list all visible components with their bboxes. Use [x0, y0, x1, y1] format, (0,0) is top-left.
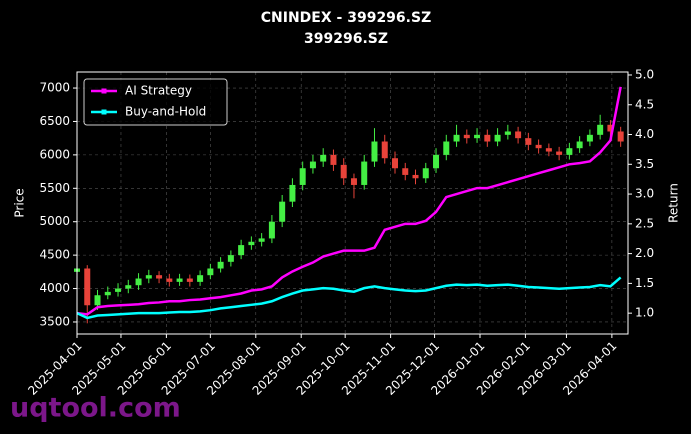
candle-body: [125, 285, 132, 289]
watermark: uqtool.com: [10, 393, 181, 424]
y-tick-label: 3500: [39, 314, 70, 328]
candle-body: [135, 278, 142, 286]
candle-body: [545, 148, 552, 152]
y2-tick-label: 2.5: [635, 216, 654, 230]
candle-body: [309, 161, 316, 169]
candle-body: [463, 134, 470, 139]
y2-tick-label: 3.5: [635, 157, 654, 171]
legend-marker: [101, 109, 107, 115]
candle-body: [166, 278, 173, 282]
candle-body: [248, 241, 255, 246]
candle-body: [484, 134, 491, 142]
candle-body: [453, 134, 460, 142]
legend-marker: [101, 88, 107, 94]
candle-body: [350, 178, 357, 185]
candle-body: [586, 134, 593, 142]
candle-body: [217, 261, 224, 269]
y2-tick-label: 3.0: [635, 187, 654, 201]
candle-body: [340, 164, 347, 179]
candle-body: [258, 238, 265, 242]
candle-body: [494, 134, 501, 142]
candle-body: [207, 268, 214, 276]
candle-body: [422, 168, 429, 179]
plot-frame: [76, 71, 629, 335]
candle-body: [145, 275, 152, 279]
legend-label: Buy-and-Hold: [125, 105, 206, 119]
candle-body: [268, 221, 275, 239]
y-tick-label: 6000: [39, 147, 70, 161]
candle-body: [84, 268, 91, 306]
candle-body: [320, 154, 327, 162]
candle-body: [381, 141, 388, 159]
y2-tick-label: 2.0: [635, 246, 654, 260]
candle-body: [238, 245, 245, 256]
candle-body: [391, 158, 398, 169]
y-tick-label: 4500: [39, 248, 70, 262]
candle-body: [371, 141, 378, 162]
y2-tick-label: 4.0: [635, 127, 654, 141]
candle-body: [412, 174, 419, 179]
candle-body: [227, 255, 234, 262]
candle-body: [197, 275, 204, 282]
return-line: [76, 86, 622, 316]
legend-label: AI Strategy: [125, 84, 192, 98]
chart-title: CNINDEX - 399296.SZ: [261, 10, 431, 26]
candle-body: [617, 131, 624, 142]
candle-body: [279, 201, 286, 222]
chart-subtitle: 399296.SZ: [304, 31, 388, 47]
candle-body: [115, 288, 122, 292]
y2-tick-label: 1.5: [635, 276, 654, 290]
candle-body: [289, 184, 296, 202]
return-line: [76, 276, 622, 320]
y2-tick-label: 4.5: [635, 97, 654, 111]
y-axis-label: Price: [13, 188, 27, 217]
candle-body: [361, 161, 368, 185]
candle-body: [515, 131, 522, 139]
candle-body: [186, 278, 193, 282]
y-tick-label: 4000: [39, 281, 70, 295]
legend-box: [83, 78, 228, 126]
candle-body: [504, 131, 511, 135]
candle-body: [433, 154, 440, 169]
candle-body: [443, 141, 450, 155]
candle-body: [535, 144, 542, 149]
candle-body: [330, 154, 337, 165]
candle-body: [176, 278, 183, 282]
y2-tick-label: 5.0: [635, 67, 654, 81]
candle-body: [156, 275, 163, 279]
candle-body: [299, 168, 306, 185]
candle-body: [402, 168, 409, 175]
candle-body: [576, 141, 583, 149]
candle-body: [597, 124, 604, 135]
y2-axis-label: Return: [667, 183, 681, 223]
candle-body: [556, 151, 563, 155]
candle-body: [94, 295, 101, 306]
candle-body: [474, 134, 481, 139]
y-tick-label: 6500: [39, 114, 70, 128]
candle-body: [104, 291, 111, 296]
y-tick-label: 5000: [39, 214, 70, 228]
candle-body: [566, 148, 573, 155]
candle-body: [607, 124, 614, 132]
y-tick-label: 5500: [39, 181, 70, 195]
y-tick-label: 7000: [39, 81, 70, 95]
candle-body: [525, 138, 532, 145]
y2-tick-label: 1.0: [635, 306, 654, 320]
